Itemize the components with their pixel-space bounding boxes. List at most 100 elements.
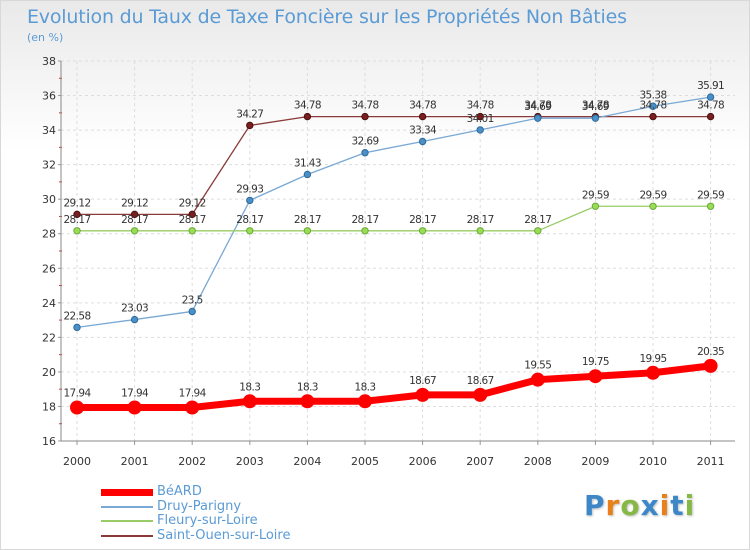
y-tick-label: 32: [42, 159, 56, 172]
proxiti-logo: Proxiti: [584, 489, 695, 522]
data-label-fleury-sur-loire: 29.59: [582, 189, 609, 201]
y-tick-label: 26: [42, 262, 56, 275]
data-point-beard: [588, 369, 603, 384]
data-label-beard: 17.94: [121, 387, 149, 399]
logo-letter: i: [684, 489, 696, 522]
y-tick-label: 18: [42, 400, 56, 413]
data-label-druy-parigny: 33.34: [409, 124, 437, 136]
data-point-beard: [300, 394, 315, 409]
data-point-druy-parigny: [649, 102, 657, 110]
data-label-beard: 17.94: [179, 387, 207, 399]
data-point-saint-ouen-sur-loire: [361, 112, 369, 121]
y-tick-label: 30: [42, 193, 56, 206]
data-point-saint-ouen-sur-loire: [73, 210, 81, 219]
data-label-saint-ouen-sur-loire: 34.78: [639, 100, 666, 112]
logo-letter: P: [584, 489, 606, 522]
series-beard: [70, 358, 718, 415]
series-line-fleury-sur-loire: [76, 205, 712, 232]
data-point-beard: [70, 400, 84, 415]
data-label-druy-parigny: 23.03: [121, 303, 148, 315]
data-label-fleury-sur-loire: 28.17: [351, 214, 378, 226]
data-label-beard: 18.3: [239, 381, 260, 393]
data-label-fleury-sur-loire: 28.17: [524, 214, 551, 226]
x-tick-label: 2002: [178, 455, 206, 468]
legend-swatch-beard: [101, 488, 153, 496]
data-point-druy-parigny: [361, 149, 369, 157]
legend-label-saint-ouen-sur-loire: Saint-Ouen-sur-Loire: [157, 527, 291, 543]
data-label-druy-parigny: 34.01: [467, 113, 494, 125]
x-tick-label: 2003: [236, 455, 264, 468]
data-point-beard: [415, 387, 430, 402]
data-label-fleury-sur-loire: 29.59: [697, 189, 724, 201]
data-point-fleury-sur-loire: [476, 227, 484, 235]
x-tick-label: 2011: [697, 455, 725, 468]
x-tick-label: 2000: [63, 455, 91, 468]
data-label-beard: 18.3: [355, 381, 376, 393]
data-label-beard: 19.95: [639, 353, 666, 365]
x-tick-label: 2009: [581, 455, 609, 468]
x-tick-label: 2004: [293, 455, 321, 468]
data-label-fleury-sur-loire: 28.17: [467, 214, 494, 226]
y-tick-label: 36: [42, 90, 56, 103]
legend-swatch-fleury-sur-loire: [101, 520, 153, 522]
data-point-druy-parigny: [188, 307, 196, 316]
data-point-fleury-sur-loire: [591, 202, 600, 210]
legend-label-fleury-sur-loire: Fleury-sur-Loire: [157, 513, 258, 528]
y-tick-label: 28: [42, 228, 56, 241]
x-axis-ticks: 2000 2001 2002 2003 2004 2005 2006 2007 2008 2009…: [63, 455, 725, 468]
y-tick-label: 38: [42, 55, 56, 68]
series-saint-ouen-sur-loire: [73, 112, 715, 219]
data-point-druy-parigny: [73, 323, 81, 332]
series-layer: [70, 93, 718, 415]
data-label-druy-parigny: 23.5: [182, 294, 203, 306]
series-line-druy-parigny: [76, 96, 712, 328]
data-label-druy-parigny: 35.91: [697, 80, 724, 92]
data-point-fleury-sur-loire: [73, 227, 81, 235]
logo-letter: i: [659, 489, 671, 522]
data-point-beard: [473, 387, 488, 402]
data-label-druy-parigny: 34.69: [582, 101, 609, 113]
data-label-druy-parigny: 35.38: [639, 89, 666, 101]
series-line-beard: [73, 362, 715, 411]
y-tick-label: 20: [42, 366, 56, 379]
data-label-fleury-sur-loire: 28.17: [236, 214, 263, 226]
data-label-fleury-sur-loire: 28.17: [294, 214, 321, 226]
data-point-saint-ouen-sur-loire: [706, 112, 715, 121]
legend-label-druy-parigny: Druy-Parigny: [157, 498, 242, 514]
data-label-beard: 20.35: [697, 346, 724, 358]
data-point-druy-parigny: [591, 114, 600, 122]
y-tick-label: 24: [42, 297, 56, 310]
data-point-beard: [530, 372, 545, 387]
data-label-beard: 18.67: [409, 375, 436, 387]
series-line-saint-ouen-sur-loire: [76, 115, 712, 216]
legend-label-beard: BéARD: [157, 484, 202, 499]
data-label-saint-ouen-sur-loire: 34.78: [294, 100, 321, 112]
logo-letter: t: [670, 489, 685, 522]
data-point-fleury-sur-loire: [418, 227, 427, 235]
series-druy-parigny: [73, 93, 715, 332]
data-label-druy-parigny: 34.69: [524, 101, 551, 113]
x-tick-label: 2007: [466, 455, 494, 468]
data-label-beard: 18.3: [297, 381, 318, 393]
data-point-druy-parigny: [476, 126, 484, 134]
data-point-fleury-sur-loire: [361, 227, 369, 235]
data-label-saint-ouen-sur-loire: 34.78: [467, 100, 494, 112]
y-tick-label: 16: [42, 435, 56, 448]
x-tick-label: 2008: [524, 455, 552, 468]
y-tick-label: 22: [42, 331, 56, 344]
data-point-saint-ouen-sur-loire: [188, 210, 196, 219]
logo-letter: r: [605, 489, 621, 522]
data-point-beard: [185, 400, 200, 415]
data-point-fleury-sur-loire: [188, 227, 196, 235]
x-tick-label: 2010: [639, 455, 667, 468]
legend-swatch-druy-parigny: [101, 505, 153, 508]
data-point-fleury-sur-loire: [534, 227, 542, 235]
data-point-druy-parigny: [130, 315, 139, 324]
logo-letter: o: [620, 489, 641, 522]
logo-letter: x: [640, 489, 660, 522]
data-label-saint-ouen-sur-loire: 29.12: [63, 197, 90, 209]
chart-title: Evolution du Taux de Taxe Foncière sur l…: [27, 6, 627, 28]
legend-swatch-saint-ouen-sur-loire: [101, 534, 153, 537]
